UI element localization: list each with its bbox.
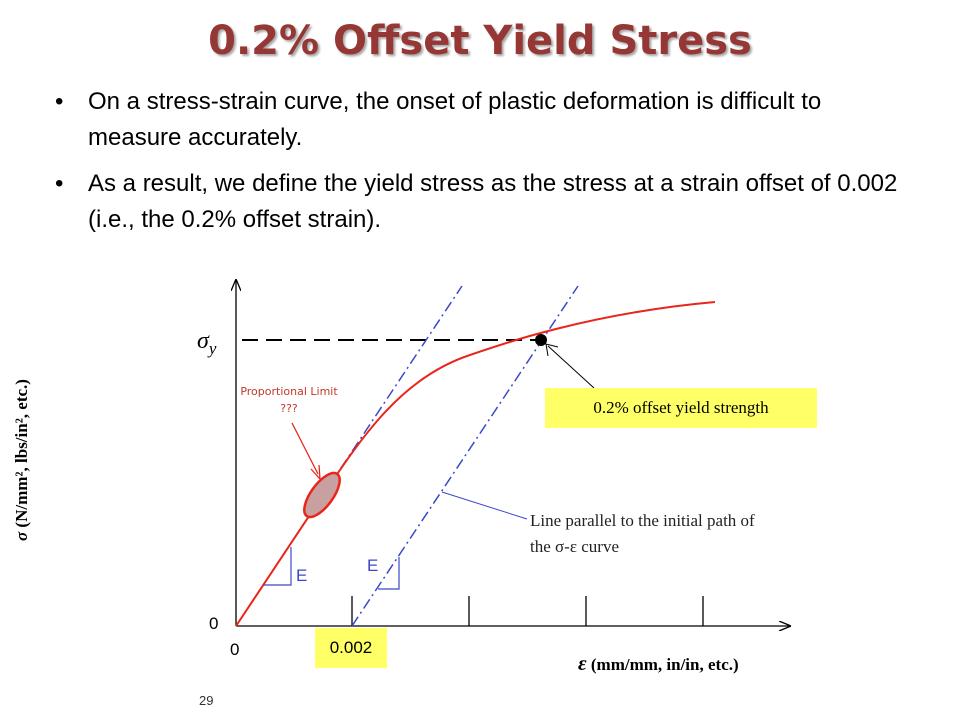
- offset-strain-callout: 0.002: [315, 628, 387, 668]
- sigma-y-subscript: y: [208, 338, 217, 358]
- modulus-label-left: E: [296, 566, 308, 585]
- y-axis-label: σ (N/mm², lbs/in², etc.): [12, 310, 32, 610]
- yield-point-marker: [535, 334, 547, 346]
- parallel-label-connector: [441, 491, 528, 520]
- bullet-marker: •: [55, 170, 64, 197]
- x-axis-symbol: ε: [578, 651, 587, 675]
- modulus-triangle-left: [263, 547, 292, 586]
- yield-strength-callout: 0.2% offset yield strength: [545, 388, 817, 428]
- proportional-limit-arrow: [291, 422, 319, 475]
- sigma-y-label: σy: [197, 328, 216, 359]
- bullet-marker: •: [55, 88, 64, 115]
- sigma-y-symbol: σ: [197, 328, 209, 354]
- origin-x-label: 0: [230, 640, 240, 659]
- proportional-limit-label: Proportional Limit ???: [240, 385, 338, 415]
- yield-callout-arrowhead: [545, 343, 559, 357]
- x-axis-units: (mm/mm, in/in, etc.): [586, 655, 739, 674]
- bullet-text: On a stress-strain curve, the onset of p…: [88, 88, 822, 151]
- bullet-item: • As a result, we define the yield stres…: [55, 166, 905, 238]
- slide-title: 0.2% Offset Yield Stress: [208, 18, 752, 64]
- proportional-limit-arrowhead: [310, 464, 321, 481]
- proportional-limit-ellipse: [303, 471, 341, 519]
- modulus-label-right: E: [367, 556, 379, 575]
- modulus-triangle-right: [378, 557, 400, 590]
- stress-strain-curve: [235, 301, 716, 627]
- x-axis-label: ε (mm/mm, in/in, etc.): [578, 651, 739, 676]
- yield-callout-arrow: [547, 345, 595, 389]
- x-axis-ticks: [351, 596, 704, 626]
- y-axis-symbol: σ: [12, 531, 31, 541]
- bullet-item: • On a stress-strain curve, the onset of…: [55, 84, 905, 156]
- origin-y-label: 0: [209, 614, 219, 633]
- bullet-text: As a result, we define the yield stress …: [88, 170, 898, 233]
- slide-number: 29: [199, 693, 214, 708]
- parallel-line-label: Line parallel to the initial path of the…: [530, 511, 755, 556]
- bullet-list: • On a stress-strain curve, the onset of…: [55, 84, 905, 248]
- y-axis-units: (N/mm², lbs/in², etc.): [12, 379, 31, 532]
